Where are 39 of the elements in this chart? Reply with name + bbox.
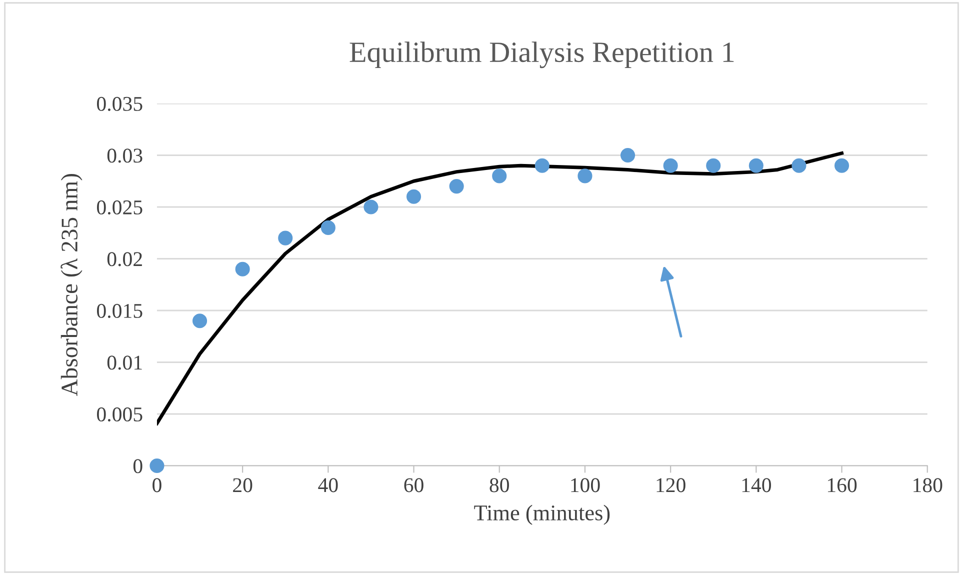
x-tick-label: 120 <box>656 478 686 492</box>
x-tick-label: 0 <box>152 478 162 492</box>
point <box>278 230 293 246</box>
y-tick-label: 0.02 <box>107 252 142 266</box>
x-tick-label: 40 <box>318 478 338 492</box>
point <box>406 189 422 204</box>
point <box>449 179 464 194</box>
point <box>748 158 764 173</box>
point <box>663 158 678 173</box>
x-tick-label: 160 <box>828 478 857 492</box>
point <box>534 158 550 173</box>
point <box>706 158 721 173</box>
x-tick-label: 180 <box>914 478 942 492</box>
x-tick-label: 140 <box>742 478 771 492</box>
point <box>834 158 850 173</box>
point <box>364 200 378 214</box>
chart-title: Equilibrum Dialysis Repetition 1 <box>350 42 734 68</box>
point <box>492 168 507 184</box>
point <box>620 148 636 163</box>
x-tick-label: 60 <box>404 478 424 492</box>
point <box>578 168 592 184</box>
point <box>792 158 806 173</box>
y-tick-label: 0.035 <box>97 96 142 112</box>
y-tick-label: 0.015 <box>97 304 142 318</box>
x-tick-label: 80 <box>490 478 509 492</box>
y-tick-label: 0.005 <box>97 407 142 422</box>
point <box>235 262 250 276</box>
y-tick-label: 0 <box>133 459 142 474</box>
y-tick-label: 0.01 <box>107 356 142 370</box>
y-tick-label: 0.025 <box>97 200 142 215</box>
y-axis-title: Absorbance (λ 235 nm) <box>60 174 82 396</box>
y-tick-label: 0.03 <box>107 148 142 163</box>
x-tick-label: 100 <box>571 478 600 492</box>
point <box>192 314 208 328</box>
point <box>320 220 336 235</box>
x-axis-title: Time (minutes) <box>474 504 610 525</box>
point <box>150 458 164 474</box>
x-tick-label: 20 <box>233 478 252 492</box>
line-series <box>156 151 844 426</box>
